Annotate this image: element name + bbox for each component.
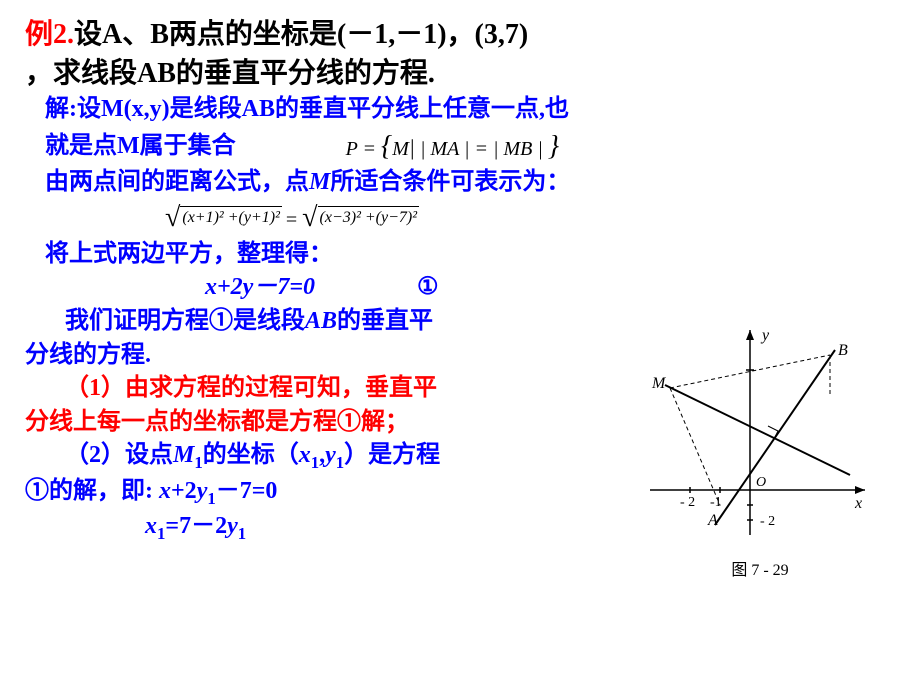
tick-neg1-x: -1 bbox=[710, 495, 722, 510]
point-A-label: A bbox=[707, 512, 718, 529]
coord-diagram: y x B M A O -1 - 2 - 2 bbox=[640, 320, 880, 550]
point-M-label: M bbox=[651, 375, 667, 392]
title-line-2: ，求线段AB的垂直平分线的方程. bbox=[25, 54, 895, 93]
origin-label: O bbox=[756, 475, 766, 490]
sqrt-right: (x−3)² +(y−7)² bbox=[318, 206, 420, 229]
sol-line-1b-row: 就是点M属于集合 P = {M| | MA | = | MB | } bbox=[45, 127, 895, 166]
title-line-1: 例2.设A、B两点的坐标是(－1,－1)，(3,7) bbox=[25, 15, 895, 54]
sol-line-3: 将上式两边平方，整理得： bbox=[45, 238, 645, 272]
axis-x-label: x bbox=[854, 495, 862, 512]
sol-line-8: x1=7－2y1 bbox=[145, 510, 645, 545]
set-expression: P = {M| | MA | = | MB | } bbox=[346, 127, 559, 166]
sol-line-5a: （1）由求方程的过程可知，垂直平 bbox=[65, 372, 645, 406]
example-label: 例2. bbox=[25, 19, 74, 50]
sol-line-4c: 分线的方程. bbox=[25, 339, 645, 373]
title-text-1: 设A、B两点的坐标是(－1,－1)，(3,7) bbox=[74, 19, 528, 50]
sol-line-6: （2）设点M1的坐标（x1,y1）是方程 bbox=[65, 439, 645, 474]
axis-y-label: y bbox=[760, 327, 770, 344]
eq-1: x+2y－7=0 ① bbox=[205, 271, 645, 305]
figure-caption: 图 7 - 29 bbox=[640, 556, 880, 580]
point-B-label: B bbox=[838, 342, 848, 359]
sol-line-2: 由两点间的距离公式，点M所适合条件可表示为： bbox=[45, 166, 895, 200]
tick-neg2-x: - 2 bbox=[680, 495, 695, 510]
sqrt-equation: √(x+1)² +(y+1)² = √(x−3)² +(y−7)² bbox=[165, 204, 895, 234]
sol-line-5b: 分线上每一点的坐标都是方程①解； bbox=[25, 406, 645, 440]
sol-line-7: ①的解，即: x+2y1－7=0 bbox=[25, 475, 645, 510]
figure-7-29: y x B M A O -1 - 2 - 2 图 7 - 29 bbox=[640, 320, 880, 580]
sqrt-left: (x+1)² +(y+1)² bbox=[180, 206, 282, 229]
tick-neg2-y: - 2 bbox=[760, 514, 775, 529]
sol-line-1b: 就是点M属于集合 bbox=[45, 130, 236, 164]
sol-line-4a: 我们证明方程①是线段AB的垂直平 bbox=[65, 305, 645, 339]
sol-line-1a: 解:设M(x,y)是线段AB的垂直平分线上任意一点,也 bbox=[45, 93, 895, 127]
